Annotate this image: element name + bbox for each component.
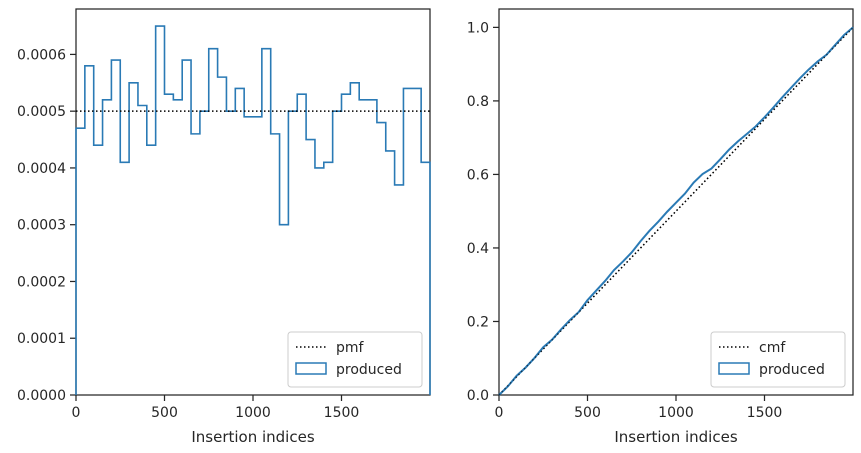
legend-produced-swatch [718,362,750,375]
legend-label-pmf: pmf [336,340,365,356]
produced-cumulative-line [498,26,854,396]
cmf-line-overlay [498,26,854,396]
y-tick-label: 0.4 [467,241,489,257]
y-tick-label: 0.0001 [17,331,66,347]
x-tick-label: 0 [72,405,81,421]
y-tick-label: 0.0005 [17,104,66,120]
x-tick-label: 0 [495,405,504,421]
y-tick-label: 0.0 [467,388,489,404]
x-tick-label: 1500 [324,405,360,421]
ticks-group: 0 500 1000 1500 0.0000 0.0001 0.0002 0.0003 0.00… [17,47,359,421]
y-tick-label: 0.2 [467,314,489,330]
legend-label-produced: produced [336,362,402,378]
x-tick-label: 500 [574,405,601,421]
cmf-panel: 0 500 1000 1500 0.0 0.2 0.4 0.6 0.8 1.0 Insertion… [467,8,854,446]
y-tick-label: 0.0003 [17,218,66,234]
legend-produced-swatch [295,362,327,375]
ticks-group: 0 500 1000 1500 0.0 0.2 0.4 0.6 0.8 1.0 [467,20,783,421]
y-tick-label: 0.6 [467,167,489,183]
legend-label-cmf: cmf [759,340,786,356]
legend-label-produced: produced [759,362,825,378]
legend: pmf produced [287,331,423,388]
y-tick-label: 1.0 [467,20,489,36]
x-axis-label: Insertion indices [191,428,314,446]
pmf-histogram-panel: 0 500 1000 1500 0.0000 0.0001 0.0002 0.0003 0.00… [17,8,431,446]
x-axis-label: Insertion indices [614,428,737,446]
y-tick-label: 0.8 [467,94,489,110]
x-tick-label: 1500 [747,405,783,421]
y-tick-label: 0.0006 [17,47,66,63]
y-tick-label: 0.0004 [17,161,66,177]
y-tick-label: 0.0002 [17,274,66,290]
produced-histogram-step [75,25,431,395]
marks-group [75,25,431,395]
x-tick-label: 1000 [658,405,694,421]
marks-group [498,26,854,396]
x-tick-label: 1000 [235,405,271,421]
x-tick-label: 500 [151,405,178,421]
legend: cmf produced [710,331,846,388]
y-tick-label: 0.0000 [17,388,66,404]
